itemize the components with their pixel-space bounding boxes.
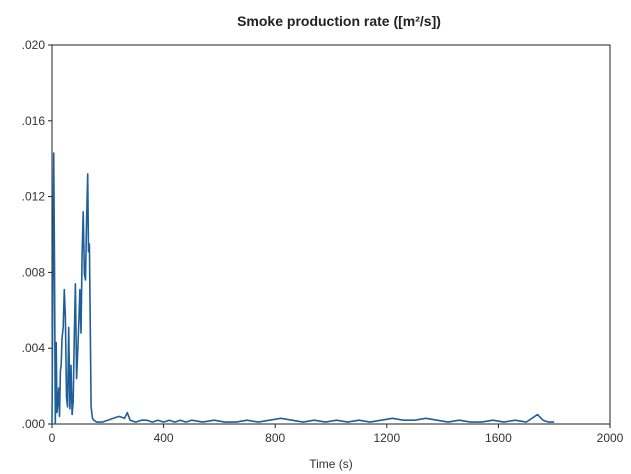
y-axis: .000 .004 .008 .012 .016 .020 xyxy=(22,38,52,431)
x-tick-label: 1200 xyxy=(373,431,400,445)
series-line xyxy=(51,152,555,425)
y-tick-label: .016 xyxy=(22,114,46,128)
x-tick-label: 800 xyxy=(265,431,285,445)
x-tick-label: 2000 xyxy=(597,431,624,445)
y-tick-label: .000 xyxy=(22,417,46,431)
x-axis-label: Time (s) xyxy=(309,457,353,471)
x-tick-label: 1600 xyxy=(485,431,512,445)
y-tick-label: .004 xyxy=(22,341,46,355)
series-layer xyxy=(51,152,555,425)
y-tick-label: .008 xyxy=(22,265,46,279)
y-tick-label: .020 xyxy=(22,38,46,52)
y-tick-label: .012 xyxy=(22,190,46,204)
x-tick-label: 0 xyxy=(49,431,56,445)
chart-title: Smoke production rate ([m²/s]) xyxy=(237,13,441,29)
plot-frame xyxy=(51,44,611,425)
x-axis: 0 400 800 1200 1600 2000 xyxy=(49,424,624,445)
x-tick-label: 400 xyxy=(154,431,174,445)
